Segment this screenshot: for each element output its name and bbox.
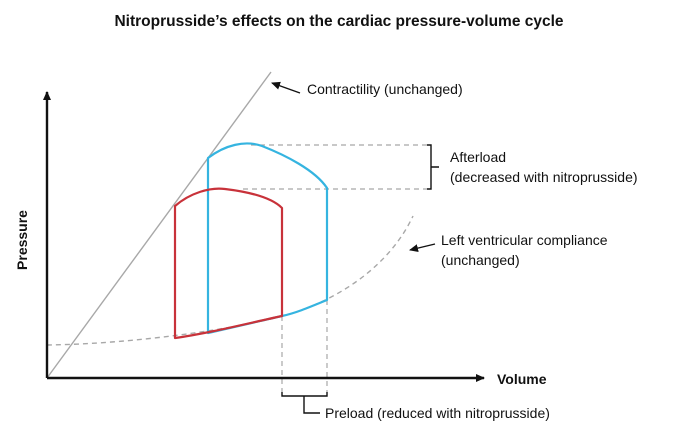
afterload-label-line2: (decreased with nitroprusside) (450, 169, 638, 185)
baseline-pv-loop (206, 142, 329, 335)
compliance-pointer (409, 243, 436, 253)
contractility-pointer (271, 81, 301, 94)
compliance-label-line2: (unchanged) (441, 252, 520, 268)
contractility-label: Contractility (unchanged) (307, 81, 463, 97)
compliance-label-line1: Left ventricular compliance (441, 232, 608, 248)
diagram-title: Nitroprusside’s effects on the cardiac p… (114, 13, 563, 30)
y-axis-label: Pressure (14, 210, 30, 270)
compliance-curve (46, 215, 414, 346)
preload-label: Preload (reduced with nitroprusside) (325, 405, 550, 421)
afterload-bracket (427, 144, 439, 190)
preload-bracket (281, 392, 328, 414)
x-axis-label: Volume (497, 371, 547, 387)
nitroprusside-pv-loop (173, 187, 284, 340)
afterload-label-line1: Afterload (450, 149, 506, 165)
contractility-line (46, 71, 272, 379)
